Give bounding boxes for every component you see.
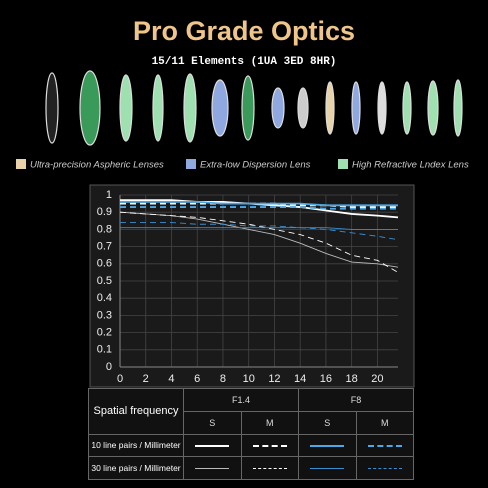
title: Pro Grade Optics xyxy=(133,16,355,46)
y-tick-label: 0.3 xyxy=(97,309,112,321)
y-tick-label: 0.4 xyxy=(97,292,112,304)
type-header: S xyxy=(298,410,357,435)
legend-label: Ultra-precision Aspheric Lenses xyxy=(30,160,164,171)
legend-cell xyxy=(355,433,414,458)
y-tick-label: 0.5 xyxy=(97,275,112,287)
legend-cell xyxy=(183,456,242,480)
legend-cell xyxy=(298,456,357,480)
lens-row xyxy=(45,70,463,146)
y-tick-label: 1 xyxy=(106,189,112,201)
plot-panel xyxy=(89,184,415,388)
legend-sample xyxy=(367,468,402,470)
x-tick-label: 10 xyxy=(243,373,255,385)
subtitle: 15/11 Elements (1UA 3ED 8HR) xyxy=(152,56,337,68)
y-tick-label: 0.6 xyxy=(97,258,112,270)
legend-label: Extra-low Dispersion Lens xyxy=(200,160,311,171)
table-row: 30 line pairs / Millimeter xyxy=(88,456,414,480)
legend-cell xyxy=(240,456,299,480)
x-tick-label: 20 xyxy=(371,373,383,385)
type-header: S xyxy=(183,410,242,435)
aperture-header: F8 xyxy=(298,388,414,412)
x-tick-label: 12 xyxy=(268,373,280,385)
y-tick-label: 0.9 xyxy=(97,206,112,218)
x-tick-label: 4 xyxy=(168,373,174,385)
table-row: 10 line pairs / Millimeter xyxy=(88,433,414,458)
series-line xyxy=(119,211,399,273)
type-header: M xyxy=(240,410,299,435)
legend-swatch xyxy=(16,159,26,169)
x-tick-label: 8 xyxy=(220,373,226,385)
series-line xyxy=(119,211,399,268)
legend-cell xyxy=(240,433,299,458)
legend-label: High Refractive Lndex Lens xyxy=(352,160,469,171)
x-tick-label: 2 xyxy=(143,373,149,385)
legend-swatch xyxy=(186,159,196,169)
table-header: Spatial frequency xyxy=(88,388,184,435)
series-line xyxy=(120,227,398,230)
legend-cell xyxy=(355,456,414,480)
legend-sample xyxy=(310,468,345,470)
y-tick-label: 0.1 xyxy=(97,344,112,356)
x-tick-label: 18 xyxy=(346,373,358,385)
type-header: M xyxy=(355,410,414,435)
y-tick-label: 0.7 xyxy=(97,241,112,253)
legend-sample xyxy=(252,445,287,447)
series-line xyxy=(120,200,398,207)
legend-sample xyxy=(310,445,345,447)
x-tick-label: 6 xyxy=(194,373,200,385)
x-tick-label: 16 xyxy=(320,373,332,385)
series-line xyxy=(120,206,398,210)
x-tick-label: 14 xyxy=(294,373,306,385)
y-tick-label: 0.2 xyxy=(97,327,112,339)
series-line xyxy=(120,222,399,241)
legend-swatch xyxy=(338,159,348,169)
row-label: 30 line pairs / Millimeter xyxy=(88,456,184,480)
legend-sample xyxy=(367,445,402,447)
legend-sample xyxy=(252,468,287,470)
aperture-header: F1.4 xyxy=(183,388,299,412)
y-tick-label: 0.8 xyxy=(97,223,112,235)
y-tick-label: 0 xyxy=(106,361,112,373)
legend-table: Spatial frequency F1.4 F8 S M S M 10 line pairs… xyxy=(88,388,414,480)
table-row: Spatial frequency F1.4 F8 xyxy=(88,388,414,435)
x-tick-label: 0 xyxy=(117,373,123,385)
row-label: 10 line pairs / Millimeter xyxy=(88,433,184,458)
legend-sample xyxy=(195,445,230,447)
legend-cell xyxy=(298,433,357,458)
legend-sample xyxy=(195,468,230,470)
legend-cell xyxy=(183,433,242,458)
